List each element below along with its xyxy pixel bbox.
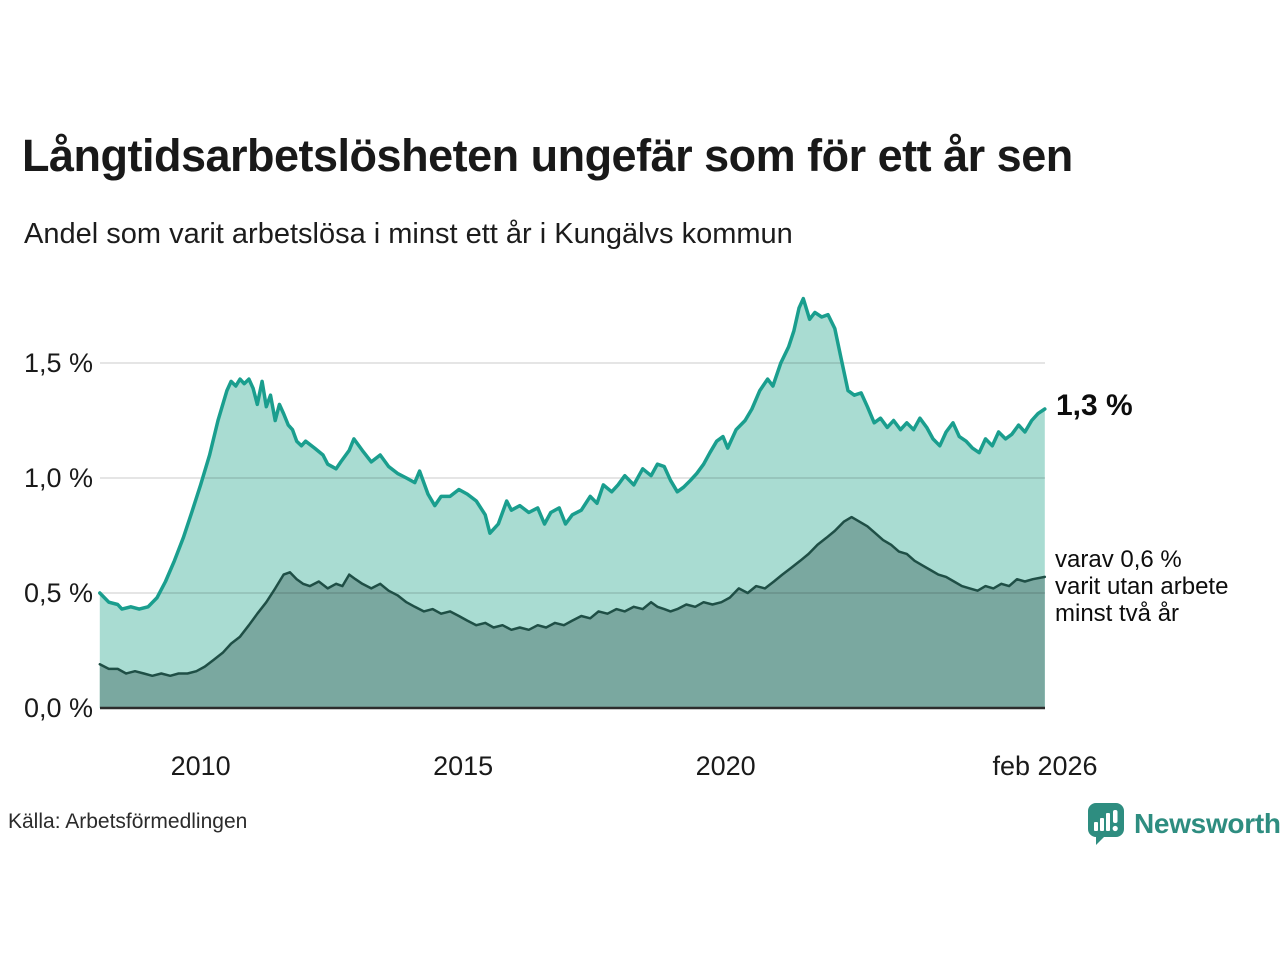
latest-value-label: 1,3 % xyxy=(1056,389,1133,422)
chart-subtitle: Andel som varit arbetslösa i minst ett å… xyxy=(24,218,793,250)
y-tick-label: 0,5 % xyxy=(23,578,93,608)
x-tick-label: 2015 xyxy=(433,751,494,781)
two-year-annotation: varav 0,6 % varit utan arbete minst två … xyxy=(1055,546,1229,627)
y-tick-label: 1,0 % xyxy=(23,463,93,493)
x-tick-label: feb 2026 xyxy=(992,751,1098,781)
line-two-year xyxy=(98,515,1047,678)
x-tick-label: 2010 xyxy=(170,751,231,781)
x-tick-label: 2020 xyxy=(695,751,756,781)
y-tick-label: 0,0 % xyxy=(23,693,93,723)
chart-title: Långtidsarbetslösheten ungefär som för e… xyxy=(22,130,1073,181)
newsworthy-wordmark: Newsworthy xyxy=(1134,808,1280,839)
line-total xyxy=(98,296,1047,611)
area-two-year xyxy=(99,517,1045,708)
source-note: Källa: Arbetsförmedlingen xyxy=(8,810,248,833)
y-tick-label: 1,5 % xyxy=(23,348,93,378)
newsworthy-icon xyxy=(1088,803,1124,845)
newsworthy-logo: Newsworthy xyxy=(1086,802,1280,846)
